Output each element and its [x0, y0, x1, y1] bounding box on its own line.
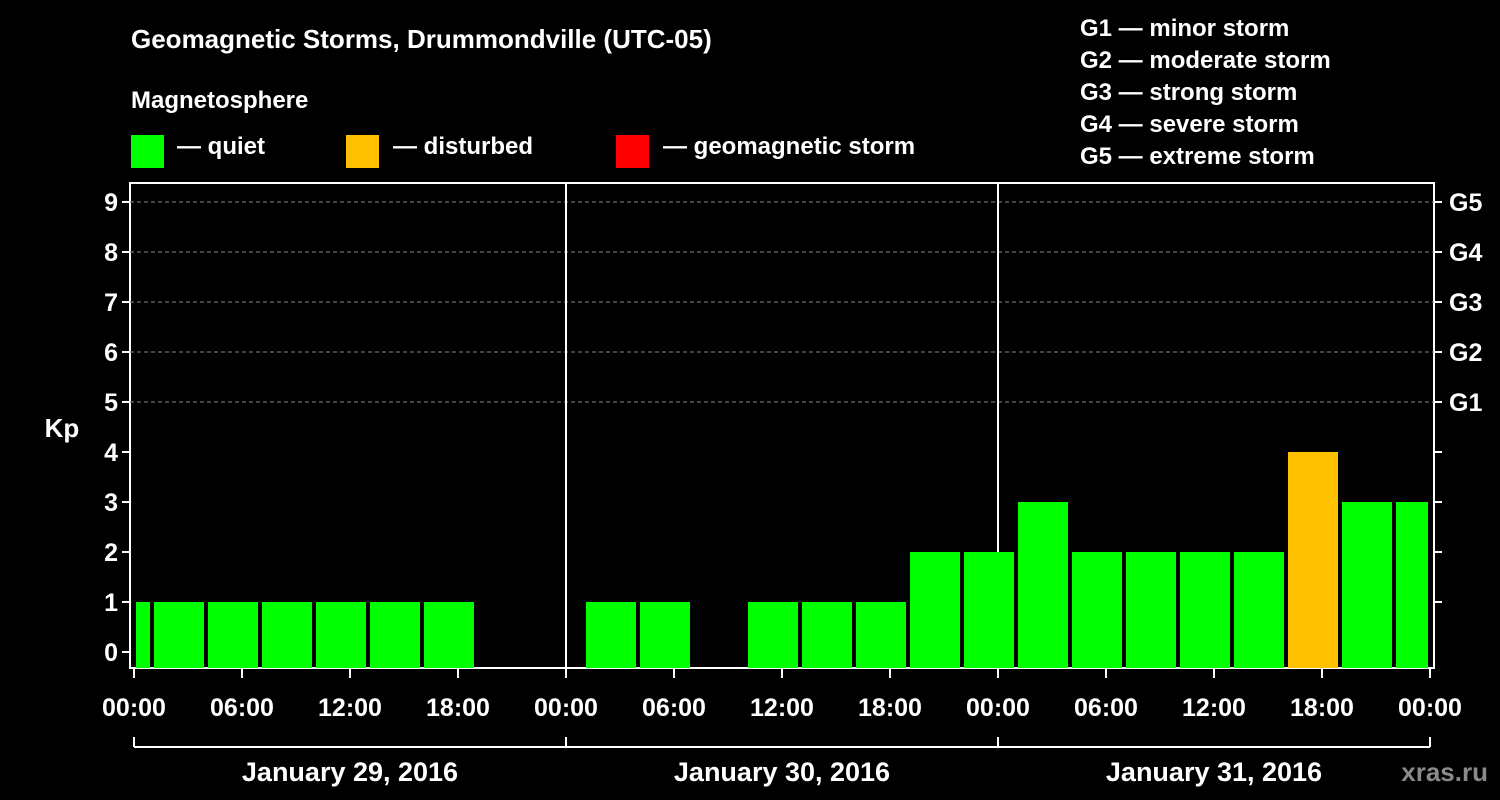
storm-level-tick-label: G4 — [1449, 239, 1482, 267]
x-tick-label: 06:00 — [1074, 694, 1138, 722]
storm-level-tick-label: G3 — [1449, 289, 1482, 317]
storm-level-tick-label: G2 — [1449, 339, 1482, 367]
storm-level-g3: G3 — strong storm — [1080, 79, 1298, 106]
kp-bar — [424, 602, 474, 668]
x-tick-label: 00:00 — [966, 694, 1030, 722]
x-tick-label: 06:00 — [210, 694, 274, 722]
legend-swatch-storm — [616, 135, 649, 168]
y-tick-label: 6 — [104, 339, 118, 367]
x-tick-label: 00:00 — [534, 694, 598, 722]
y-tick-label: 0 — [104, 639, 118, 667]
x-tick-label: 12:00 — [1182, 694, 1246, 722]
day-label: January 31, 2016 — [1106, 757, 1322, 787]
y-tick-label: 8 — [104, 239, 118, 267]
kp-bar — [1288, 452, 1338, 668]
y-tick-label: 2 — [104, 539, 118, 567]
legend-label-disturbed: — disturbed — [393, 133, 534, 160]
y-tick-label: 7 — [104, 289, 118, 317]
kp-bar — [802, 602, 852, 668]
storm-level-tick-label: G1 — [1449, 389, 1482, 417]
x-tick-label: 00:00 — [102, 694, 166, 722]
kp-bar — [964, 552, 1014, 668]
legend-label-storm: — geomagnetic storm — [663, 133, 916, 160]
legend-swatch-disturbed — [346, 135, 379, 168]
kp-bar — [1072, 552, 1122, 668]
kp-bar — [856, 602, 906, 668]
x-tick-label: 18:00 — [1290, 694, 1354, 722]
storm-level-g2: G2 — moderate storm — [1080, 47, 1331, 74]
chart-title: Geomagnetic Storms, Drummondville (UTC-0… — [131, 24, 712, 54]
x-tick-label: 18:00 — [858, 694, 922, 722]
kp-bar — [640, 602, 690, 668]
x-tick-label: 18:00 — [426, 694, 490, 722]
day-label: January 29, 2016 — [242, 757, 458, 787]
y-tick-label: 4 — [104, 439, 118, 467]
kp-bar — [208, 602, 258, 668]
x-tick-label: 06:00 — [642, 694, 706, 722]
x-tick-label: 12:00 — [318, 694, 382, 722]
kp-bar — [1126, 552, 1176, 668]
kp-bar — [1180, 552, 1230, 668]
storm-level-g4: G4 — severe storm — [1080, 111, 1299, 138]
legend-swatch-quiet — [131, 135, 164, 168]
kp-bar — [1234, 552, 1284, 668]
kp-bar — [1342, 502, 1392, 668]
y-axis-label: Kp — [45, 413, 80, 443]
watermark: xras.ru — [1401, 757, 1488, 787]
y-tick-label: 1 — [104, 589, 118, 617]
y-tick-label: 5 — [104, 389, 118, 417]
x-tick-label: 12:00 — [750, 694, 814, 722]
legend-label-quiet: — quiet — [177, 133, 265, 160]
day-label: January 30, 2016 — [674, 757, 890, 787]
y-tick-label: 3 — [104, 489, 118, 517]
magnetosphere-heading: Magnetosphere — [131, 87, 309, 114]
kp-bar — [316, 602, 366, 668]
kp-bar — [586, 602, 636, 668]
storm-level-tick-label: G5 — [1449, 189, 1482, 217]
y-tick-label: 9 — [104, 189, 118, 217]
kp-bar — [1018, 502, 1068, 668]
kp-bar — [1396, 502, 1428, 668]
x-tick-label: 00:00 — [1398, 694, 1462, 722]
kp-bar — [370, 602, 420, 668]
kp-bar — [910, 552, 960, 668]
storm-level-g5: G5 — extreme storm — [1080, 143, 1315, 170]
kp-bar — [748, 602, 798, 668]
kp-bar — [154, 602, 204, 668]
kp-bar — [262, 602, 312, 668]
storm-level-g1: G1 — minor storm — [1080, 15, 1290, 42]
kp-bar — [136, 602, 150, 668]
